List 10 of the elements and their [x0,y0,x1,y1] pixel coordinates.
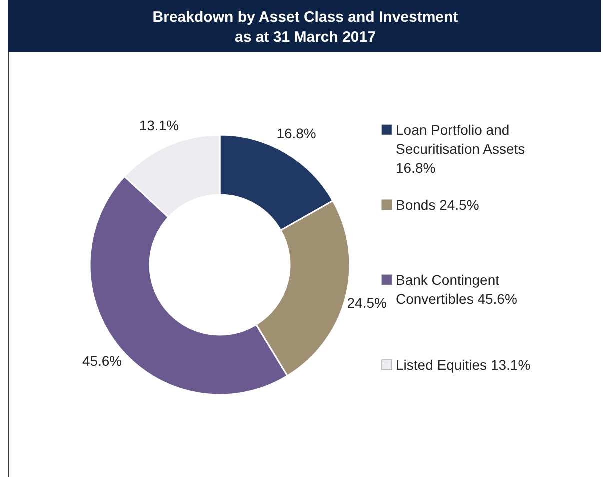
legend-label: Listed Equities 13.1% [396,357,531,373]
data-label: 24.5% [347,295,387,312]
legend-label: Bank Contingent Convertibles 45.6% [396,272,518,307]
chart-title: Breakdown by Asset Class and Investment [152,9,458,26]
data-label: 13.1% [139,118,180,134]
data-label: 16.8% [276,126,316,142]
data-label: 45.6% [82,353,122,370]
legend-label: Bonds 24.5% [396,197,480,213]
chart-subtitle: as at 31 March 2017 [235,29,376,46]
legend-label: Loan Portfolio and Securitisation Assets 16.8% [396,122,526,176]
